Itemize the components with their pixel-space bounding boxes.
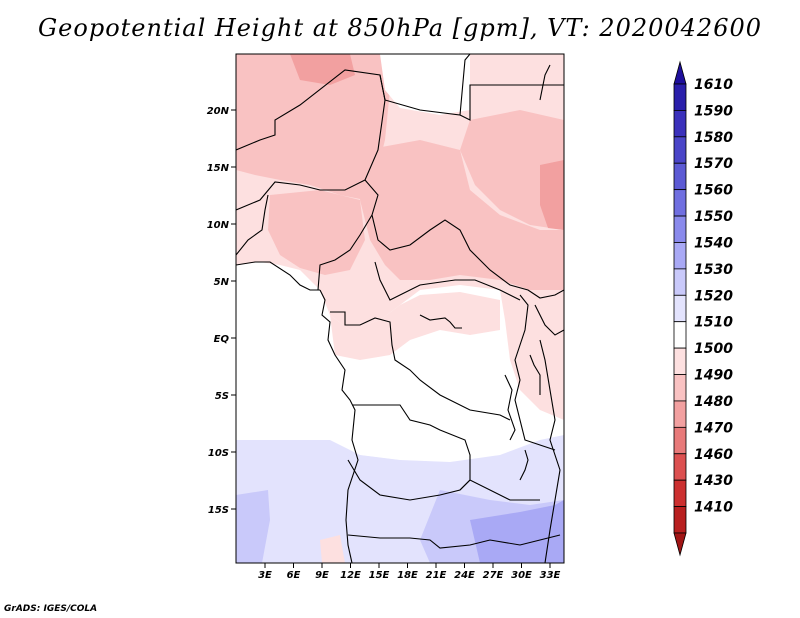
colorbar-swatch bbox=[673, 110, 687, 138]
border-chad-car-sudan bbox=[364, 179, 564, 299]
field-1530-sw bbox=[236, 490, 270, 563]
colorbar-swatch bbox=[673, 374, 687, 402]
lat-tick-label: 5N bbox=[214, 277, 230, 288]
map-frame bbox=[235, 53, 565, 564]
lat-tick-label: 5S bbox=[215, 391, 229, 402]
border-niger-nigeria bbox=[236, 179, 366, 211]
country-borders bbox=[236, 54, 564, 563]
border-namibia-botswana bbox=[347, 534, 561, 549]
field-1500-equator bbox=[330, 292, 500, 360]
colorbar-level-label: 1530 bbox=[694, 262, 733, 278]
lon-tick-label: 33E bbox=[540, 570, 561, 581]
colorbar-swatch bbox=[673, 479, 687, 507]
field-1480-east bbox=[540, 160, 564, 230]
colorbar-swatch bbox=[673, 453, 687, 481]
field-1480-top bbox=[290, 54, 355, 85]
colorbar-level-label: 1550 bbox=[694, 209, 733, 225]
grads-credit: GrADS: IGES/COLA bbox=[4, 604, 98, 614]
border-west bbox=[236, 194, 269, 256]
colorbar-level-label: 1490 bbox=[694, 368, 733, 384]
colorbar-level-label: 1590 bbox=[694, 103, 733, 119]
colorbar-swatch bbox=[673, 268, 687, 296]
field-1540-se bbox=[470, 500, 564, 563]
colorbar-swatch bbox=[673, 136, 687, 164]
lon-tick-label: 9E bbox=[315, 570, 329, 581]
colorbar-level-label: 1480 bbox=[694, 394, 733, 410]
colorbar-level-label: 1430 bbox=[694, 473, 733, 489]
lat-tick-label: 10S bbox=[208, 448, 229, 459]
longitude-axis: 3E 6E 9E 12E 15E 18E 21E 24E 27E 30E 33E bbox=[258, 563, 561, 581]
lon-tick-label: 12E bbox=[340, 570, 361, 581]
field-1490-ne bbox=[460, 110, 564, 230]
border-great-lakes bbox=[514, 294, 556, 451]
lat-tick-label: 10N bbox=[207, 220, 230, 231]
lon-tick-label: 24E bbox=[454, 570, 475, 581]
colorbar-swatch bbox=[673, 189, 687, 217]
latitude-axis: 20N 15N 10N 5N EQ 5S 10S 15S bbox=[207, 106, 236, 516]
lon-tick-label: 21E bbox=[426, 570, 447, 581]
lon-tick-label: 15E bbox=[369, 570, 390, 581]
lat-tick-label: 20N bbox=[207, 106, 230, 117]
colorbar-level-label: 1580 bbox=[694, 130, 733, 146]
lat-tick-label: EQ bbox=[214, 334, 230, 345]
colorbar-bottom-arrow bbox=[673, 532, 687, 557]
field-1490-central bbox=[360, 140, 564, 290]
red-sea-coast bbox=[539, 64, 551, 101]
border-sahel-n bbox=[236, 69, 386, 181]
border-angola-zambia bbox=[347, 459, 540, 501]
colorbar-level-label: 1520 bbox=[694, 288, 733, 304]
colorbar-level-label: 1470 bbox=[694, 420, 733, 436]
colorbar-swatch bbox=[673, 506, 687, 534]
colorbar-level-label: 1500 bbox=[694, 341, 733, 357]
lon-tick-label: 27E bbox=[483, 570, 504, 581]
lake-tanganyika bbox=[504, 374, 516, 441]
border-gabon-congo-drc bbox=[330, 311, 511, 421]
field-1500-east bbox=[500, 290, 564, 420]
field-1490-west bbox=[268, 190, 365, 275]
colorbar-level-label: 1610 bbox=[694, 77, 733, 93]
river-congo bbox=[419, 314, 462, 329]
lon-tick-label: 18E bbox=[397, 570, 418, 581]
colorbar-swatch bbox=[673, 242, 687, 270]
colorbar-swatch bbox=[673, 426, 687, 455]
border-tanzania bbox=[529, 354, 541, 395]
border-nigeria-cameroon bbox=[317, 214, 373, 291]
colorbar-swatch bbox=[673, 400, 687, 428]
colorbar-level-label: 1570 bbox=[694, 156, 733, 172]
lon-tick-label: 30E bbox=[511, 570, 532, 581]
border-libya-chad bbox=[379, 54, 471, 116]
chart-title: Geopotential Height at 850hPa [gpm], VT:… bbox=[38, 14, 762, 42]
field-1510-north bbox=[380, 54, 470, 115]
colorbar-swatch bbox=[673, 294, 687, 323]
lat-tick-label: 15N bbox=[207, 163, 230, 174]
lat-tick-label: 15S bbox=[208, 505, 229, 516]
border-uganda-kenya bbox=[534, 304, 564, 336]
lon-tick-label: 6E bbox=[287, 570, 301, 581]
colorbar-level-label: 1460 bbox=[694, 447, 733, 463]
field-1500-south-patch bbox=[320, 535, 345, 563]
coastline-west bbox=[319, 289, 359, 563]
colorbar-swatch bbox=[673, 347, 687, 375]
border-east bbox=[539, 339, 561, 563]
colorbar-level-label: 1410 bbox=[694, 500, 733, 516]
colorbar-swatch bbox=[673, 215, 687, 243]
border-egypt-sudan bbox=[459, 84, 564, 121]
colorbar-swatch bbox=[673, 321, 687, 349]
colorbar: 1610 1590 1580 1570 1560 1550 1540 1530 1520 1510… bbox=[673, 60, 733, 557]
height-field bbox=[236, 54, 564, 563]
colorbar-swatch bbox=[673, 83, 687, 111]
coastline-gulf bbox=[236, 261, 320, 291]
border-angola-drc bbox=[352, 404, 471, 491]
border-car-drc bbox=[374, 261, 521, 301]
lake-malawi bbox=[519, 449, 529, 481]
colorbar-swatch bbox=[673, 162, 687, 191]
colorbar-level-label: 1560 bbox=[694, 183, 733, 199]
colorbar-top-arrow bbox=[673, 60, 687, 85]
lon-tick-label: 3E bbox=[258, 570, 272, 581]
colorbar-level-label: 1540 bbox=[694, 235, 733, 251]
field-1490-nw bbox=[236, 54, 390, 200]
colorbar-level-label: 1510 bbox=[694, 315, 733, 331]
